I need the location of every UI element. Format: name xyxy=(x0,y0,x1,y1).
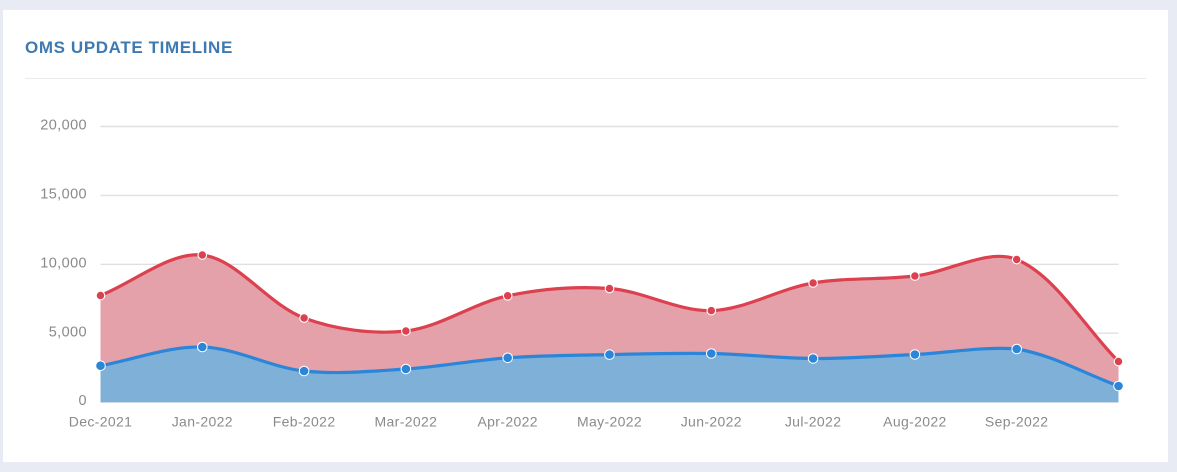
svg-text:0: 0 xyxy=(79,393,87,409)
svg-text:Sep-2022: Sep-2022 xyxy=(985,414,1049,430)
svg-text:Jul-2022: Jul-2022 xyxy=(785,414,842,430)
svg-text:Jun-2022: Jun-2022 xyxy=(681,414,742,430)
svg-text:Feb-2022: Feb-2022 xyxy=(273,414,336,430)
svg-text:Mar-2022: Mar-2022 xyxy=(375,414,438,430)
svg-text:20,000: 20,000 xyxy=(40,118,87,134)
svg-text:Aug-2022: Aug-2022 xyxy=(883,414,947,430)
svg-text:15,000: 15,000 xyxy=(40,187,87,203)
svg-text:Jan-2022: Jan-2022 xyxy=(172,414,233,430)
svg-text:Apr-2022: Apr-2022 xyxy=(477,414,537,430)
svg-text:May-2022: May-2022 xyxy=(577,414,642,430)
svg-text:Dec-2021: Dec-2021 xyxy=(69,414,133,430)
svg-text:5,000: 5,000 xyxy=(49,324,87,340)
svg-text:10,000: 10,000 xyxy=(40,255,87,271)
